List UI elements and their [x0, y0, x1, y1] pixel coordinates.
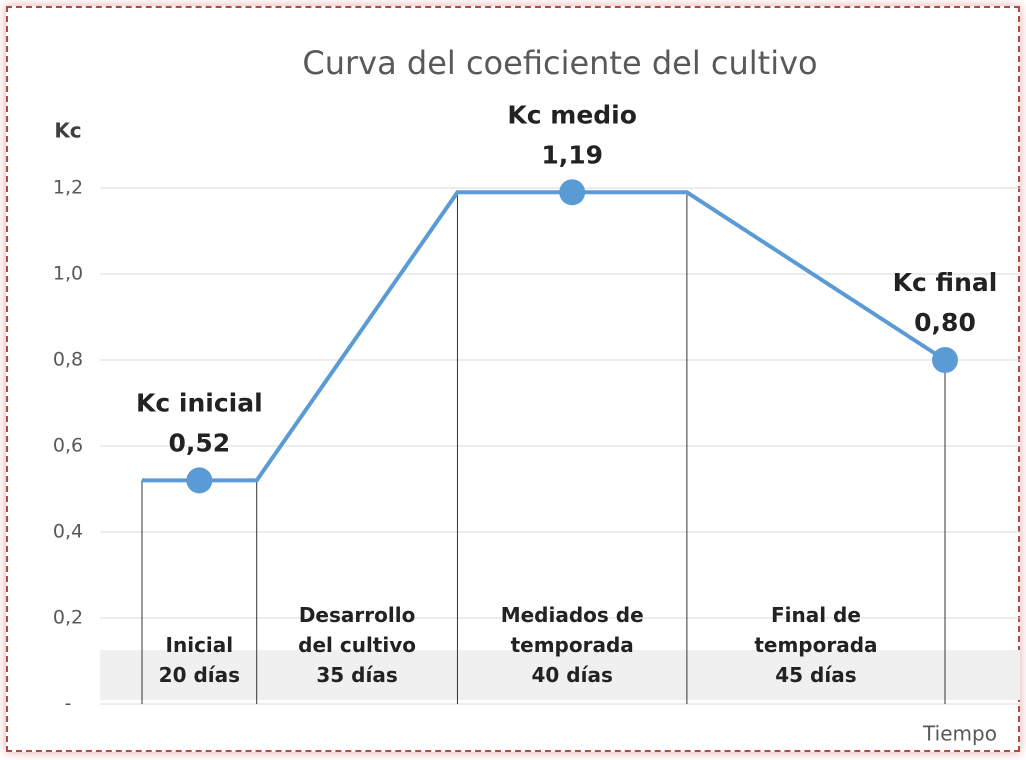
kc-point [559, 179, 586, 206]
stage-duration: 45 días [775, 663, 857, 687]
annotation-label: Kc inicial [136, 388, 263, 417]
chart-title: Curva del coeficiente del cultivo [302, 44, 817, 82]
x-axis-label: Tiempo [922, 722, 997, 746]
y-tick-label: 0,4 [53, 521, 83, 543]
y-tick-label: 0,2 [53, 607, 83, 629]
stage-duration: 35 días [316, 663, 398, 687]
y-tick-label: 1,2 [53, 177, 83, 199]
stage-label: Final de temporada 45 días [721, 600, 911, 690]
annotation-value: 0,52 [169, 428, 231, 457]
annotation-label: Kc final [893, 268, 998, 297]
frame [6, 6, 1020, 752]
kc-point [932, 347, 958, 373]
y-tick-label: - [65, 693, 72, 715]
annotation-label: Kc medio [507, 100, 637, 129]
kc-point [186, 467, 213, 494]
ground [100, 650, 1020, 700]
y-tick-label: 0,8 [53, 349, 83, 371]
stage-duration: 40 días [531, 663, 613, 687]
stage-name: Mediados de temporada [500, 603, 644, 657]
stage-name: Final de temporada [754, 603, 878, 657]
kc-line [142, 190, 947, 483]
stage-label: Desarrollo del cultivo 35 días [262, 600, 452, 690]
stage-name: Desarrollo del cultivo [298, 603, 416, 657]
stage-label: Mediados de temporada 40 días [477, 600, 667, 690]
y-tick-label: 0,6 [53, 435, 83, 457]
stage-duration: 20 días [158, 663, 241, 687]
annotation-value: 0,80 [914, 308, 976, 337]
annotation-value: 1,19 [541, 140, 603, 169]
y-axis-label: Kc [54, 119, 81, 143]
stage-name: Inicial [165, 633, 234, 657]
y-tick-label: 1,0 [53, 263, 83, 285]
stage-label: Inicial 20 días [104, 630, 294, 690]
